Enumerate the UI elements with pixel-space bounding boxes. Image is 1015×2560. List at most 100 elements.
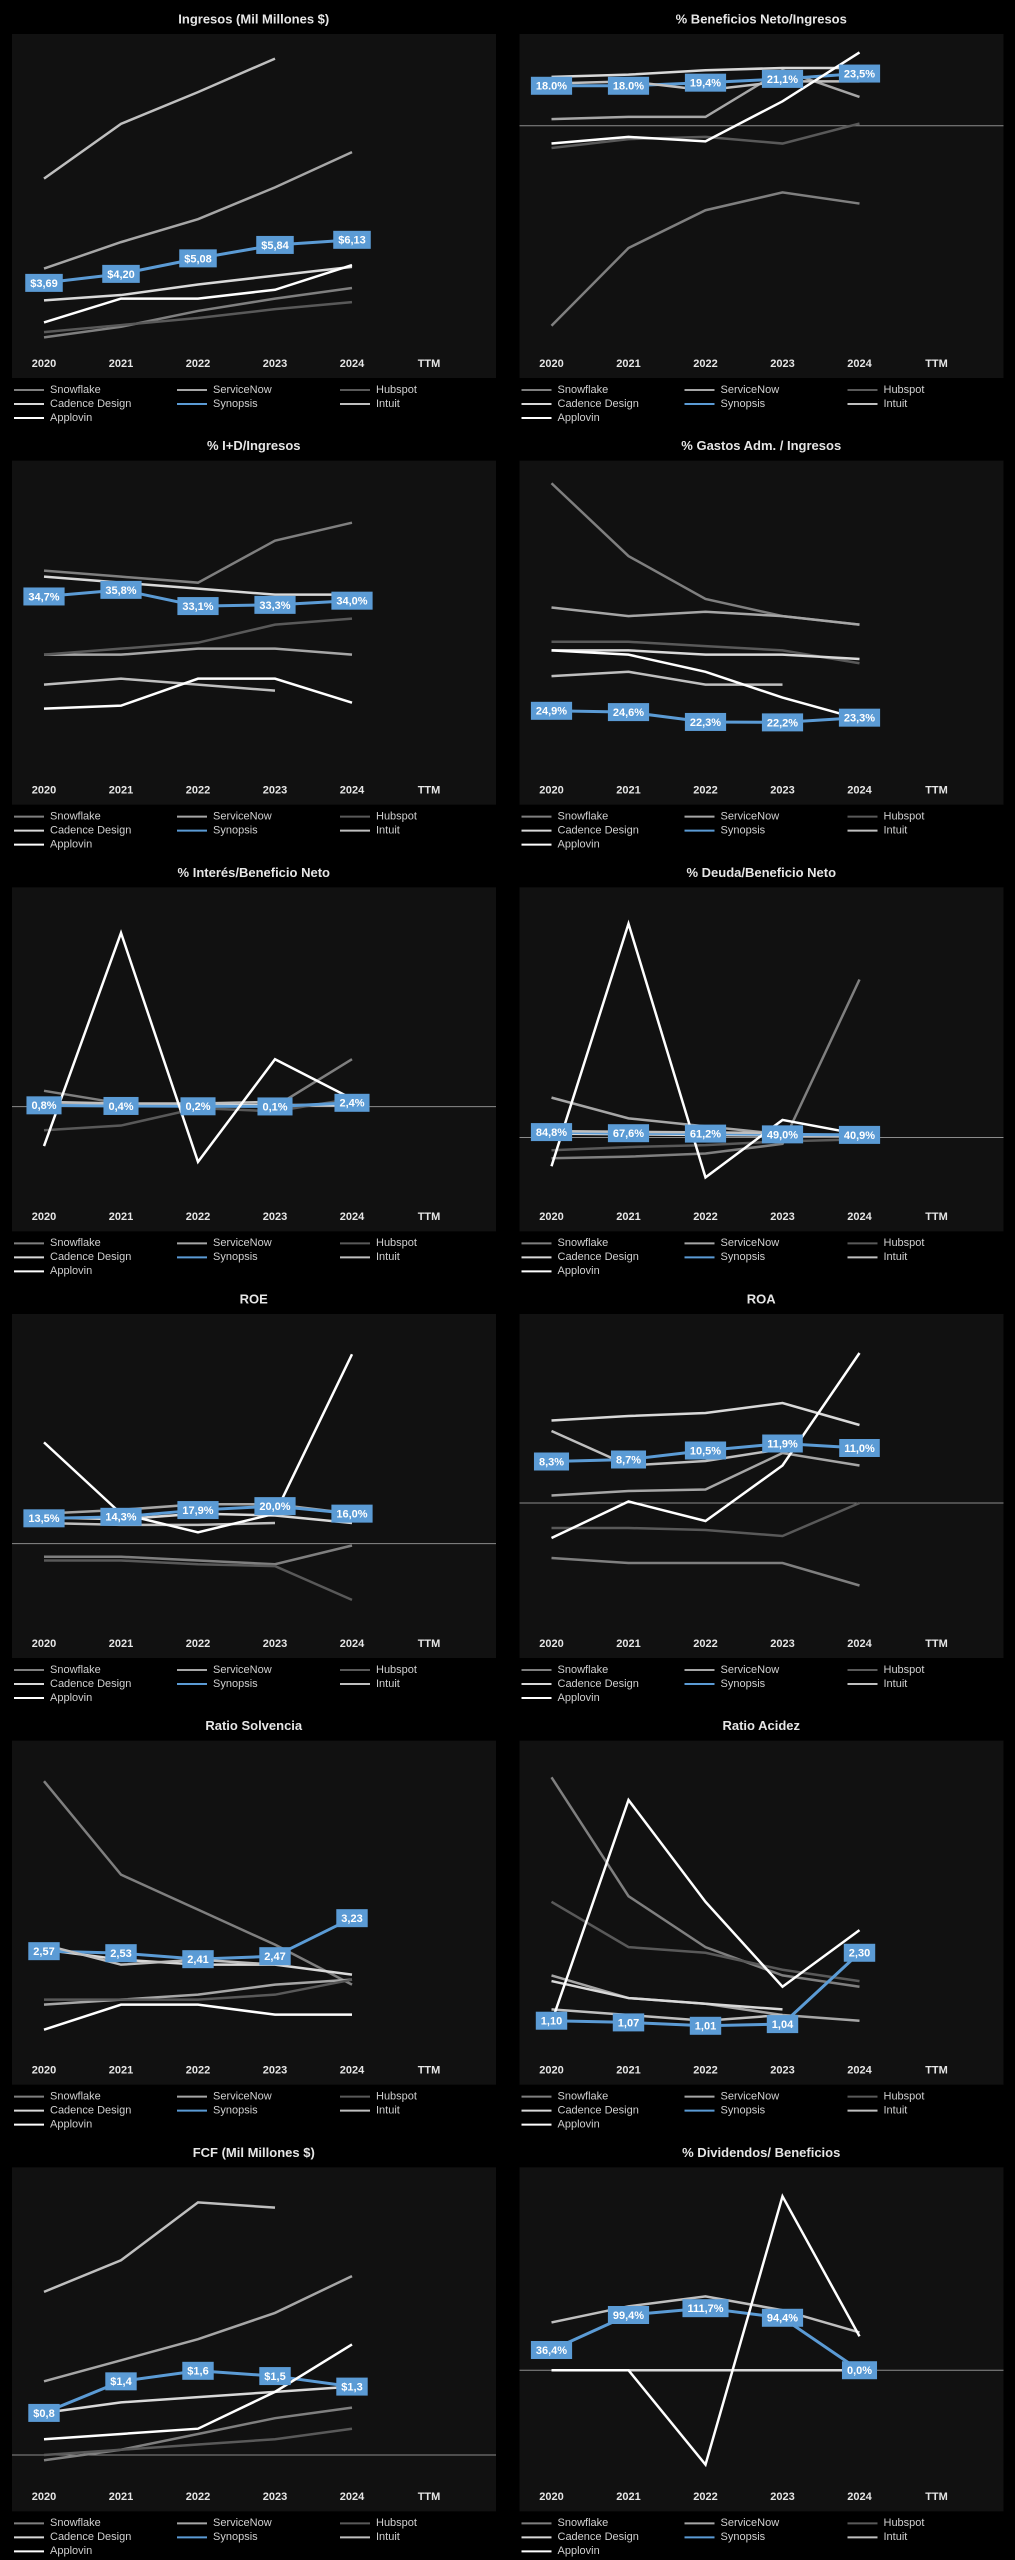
series-line [43,286,353,339]
x-tick-label: 2020 [32,785,56,797]
legend-label: ServiceNow [213,2517,272,2529]
x-tick-label: TTM [418,1638,441,1650]
data-label: 34,0% [336,596,367,608]
x-tick-label: 2022 [186,785,210,797]
x-tick-label: TTM [418,785,441,797]
legend-label: Snowflake [558,384,609,396]
legend-label: Cadence Design [50,825,131,837]
legend-label: Applovin [558,2545,600,2557]
data-label: 3,23 [341,1913,362,1925]
series-line [550,1352,861,1540]
data-label-box [28,2403,60,2422]
data-label: 99,4% [613,2310,644,2322]
x-tick-label: 2023 [263,358,287,370]
legend-label: ServiceNow [721,1237,780,1249]
x-tick-label: 2021 [109,2065,133,2077]
x-tick-label: 2021 [109,358,133,370]
x-tick-label: TTM [925,2065,948,2077]
legend-label: Synopsis [721,2531,766,2543]
data-label: 8,7% [616,1454,641,1466]
legend-label: Intuit [884,825,908,837]
series-line [44,1559,353,1602]
plot-area [519,34,1004,378]
legend-label: Intuit [376,398,400,410]
x-tick-label: 2021 [109,1638,133,1650]
data-label-box [26,1096,62,1115]
data-label-box [530,1123,573,1142]
data-label-box [179,249,217,268]
data-label-box [331,591,373,610]
data-label: 40,9% [844,1130,875,1142]
x-tick-label: 2024 [847,2491,872,2503]
data-label: $6,13 [338,235,366,247]
data-label-box [761,1125,804,1144]
legend-label: Cadence Design [50,398,131,410]
data-label-box [612,2013,645,2032]
legend-label: Applovin [558,1692,600,1704]
legend-label: Hubspot [884,2091,925,2103]
legend-label: Intuit [884,2105,908,2117]
data-label-box [607,703,650,722]
legend-label: Hubspot [376,811,417,823]
x-tick-label: 2020 [539,2065,563,2077]
series-line [551,2193,861,2468]
legend-label: Cadence Design [558,1251,639,1263]
legend-label: Cadence Design [50,1251,131,1263]
series-line [43,1978,353,2006]
data-label: 2,30 [849,1948,870,1960]
data-label-box [23,1509,65,1528]
series-line [43,521,353,584]
data-label-box [843,1943,876,1962]
x-tick-label: TTM [925,2491,948,2503]
x-tick-label: 2020 [32,358,56,370]
x-tick-label: 2021 [616,2491,640,2503]
series-line [550,1797,861,2023]
data-label: 94,4% [767,2313,798,2325]
legend-label: Cadence Design [558,2105,639,2117]
data-label-box [254,595,296,614]
legend-label: Hubspot [884,1664,925,1676]
data-label: 33,1% [182,601,213,613]
data-label: 20,0% [259,1501,290,1513]
legend-label: Snowflake [558,2091,609,2103]
series-line [43,265,353,302]
x-tick-label: 2022 [693,785,717,797]
plot-area [12,460,496,805]
x-tick-label: 2020 [32,2491,56,2503]
data-label: 18.0% [613,81,644,93]
data-label: 61,2% [690,1129,721,1141]
data-label: 10,5% [690,1445,721,1457]
data-label: 23,3% [844,713,875,725]
legend-label: Snowflake [50,2517,101,2529]
data-label-box [838,708,881,727]
series-line [551,1501,860,1538]
legend-label: ServiceNow [721,384,780,396]
x-tick-label: 2020 [32,2065,56,2077]
data-label-box [841,2361,878,2380]
chart-panel: FCF (Mil Millones $) 2020 2021 2022 2023 2024… [12,2145,496,2557]
x-tick-label: 2020 [32,1211,56,1223]
legend-label: Synopsis [721,1678,766,1690]
chart-panel: % Interés/Beneficio Neto 2020 2021 2022 2023… [12,865,496,1277]
chart-title: FCF (Mil Millones $) [193,2145,315,2160]
plot-area [519,460,1004,805]
legend-label: Intuit [376,2105,400,2117]
data-label: 21,1% [767,74,798,86]
legend-label: Cadence Design [50,2531,131,2543]
x-tick-label: 2024 [847,785,872,797]
series-line [43,2385,353,2415]
x-tick-label: 2022 [186,2065,210,2077]
legend-label: Cadence Design [558,1678,639,1690]
data-label: 11,0% [844,1443,875,1455]
plot-area [519,1314,1004,1658]
x-tick-label: TTM [925,785,948,797]
legend-label: Intuit [376,2531,400,2543]
chart-panel: % Dividendos/ Beneficios 2020 2021 2022 2023… [519,2145,1004,2557]
data-label: 0,2% [185,1101,210,1113]
data-label-box [28,1942,60,1961]
data-label: 17,9% [182,1505,213,1517]
x-tick-label: 2023 [263,1211,287,1223]
x-tick-label: 2024 [340,785,365,797]
legend-label: Hubspot [884,1237,925,1249]
